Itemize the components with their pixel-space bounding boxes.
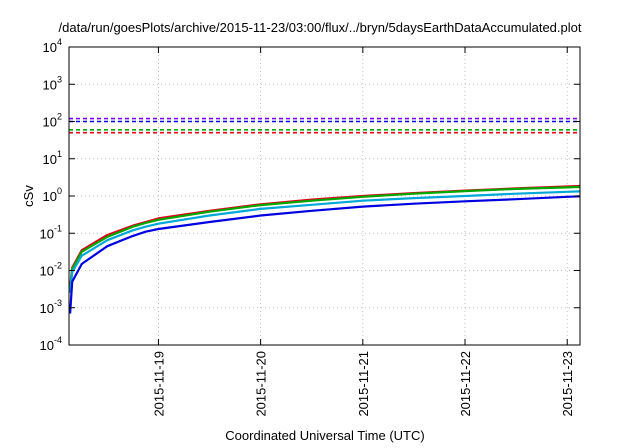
series-line [69,185,581,291]
y-tick-label: 102 [43,112,62,130]
y-tick-label: 104 [43,37,62,55]
series-line [69,184,581,288]
x-tick-label: 2015-11-23 [560,351,575,417]
x-tick-label: 2015-11-20 [254,351,269,417]
series-line [69,190,581,294]
chart-title: /data/run/goesPlots/archive/2015-11-23/0… [58,20,582,35]
y-tick-label: 103 [43,74,62,92]
y-tick-label: 101 [43,149,62,167]
y-tick-label: 10-3 [40,298,62,316]
series-line [69,195,581,314]
y-tick-label: 100 [43,186,62,204]
plot-frame [68,46,581,346]
x-tick-label: 2015-11-19 [151,351,166,417]
y-tick-label: 10-4 [40,335,62,353]
y-tick-label: 10-2 [40,261,62,279]
x-axis-label: Coordinated Universal Time (UTC) [225,428,425,443]
x-tick-label: 2015-11-21 [356,351,371,417]
x-tick-label: 2015-11-22 [458,351,473,417]
y-axis-label: cSv [21,185,36,207]
y-tick-label: 10-1 [40,223,62,241]
